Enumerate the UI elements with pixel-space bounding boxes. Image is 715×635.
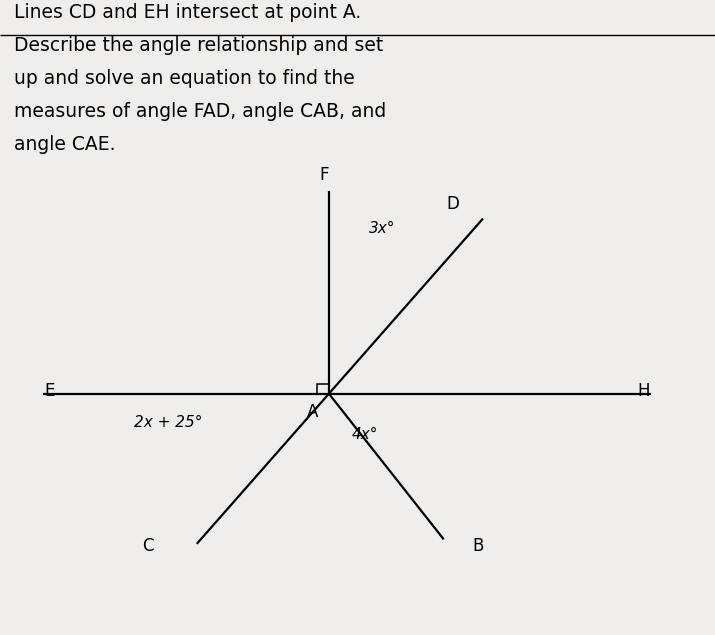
Text: A: A: [307, 403, 318, 421]
Text: angle CAE.: angle CAE.: [14, 135, 116, 154]
Text: F: F: [320, 166, 329, 184]
Text: 2x + 25°: 2x + 25°: [134, 415, 202, 430]
Text: 4x°: 4x°: [352, 427, 378, 443]
Text: Lines CD and EH intersect at point A.: Lines CD and EH intersect at point A.: [14, 3, 362, 22]
Text: up and solve an equation to find the: up and solve an equation to find the: [14, 69, 355, 88]
Text: D: D: [447, 195, 460, 213]
Text: 3x°: 3x°: [370, 221, 395, 236]
Text: B: B: [472, 537, 483, 554]
Text: C: C: [142, 537, 154, 554]
Text: H: H: [637, 382, 650, 399]
Text: Describe the angle relationship and set: Describe the angle relationship and set: [14, 36, 383, 55]
Text: measures of angle FAD, angle CAB, and: measures of angle FAD, angle CAB, and: [14, 102, 387, 121]
Text: E: E: [45, 382, 55, 399]
